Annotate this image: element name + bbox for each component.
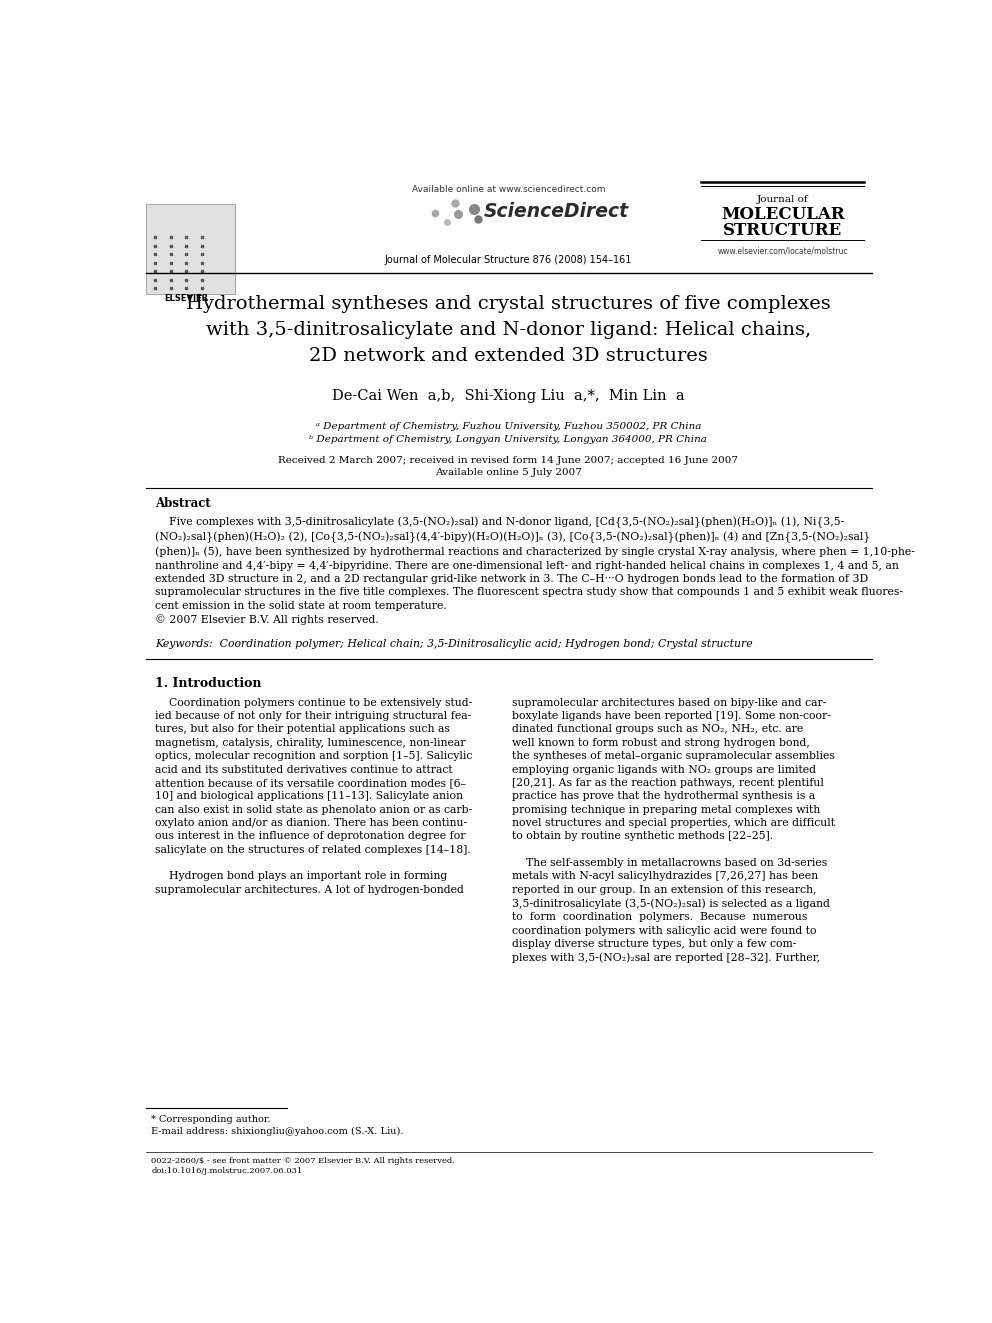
Bar — [146, 204, 235, 294]
Text: Available online 5 July 2007: Available online 5 July 2007 — [434, 467, 582, 476]
Text: Journal of Molecular Structure 876 (2008) 154–161: Journal of Molecular Structure 876 (2008… — [385, 255, 632, 266]
Text: 1. Introduction: 1. Introduction — [155, 677, 262, 691]
Text: supramolecular architectures based on bipy-like and car-
boxylate ligands have b: supramolecular architectures based on bi… — [512, 697, 834, 963]
Text: Abstract: Abstract — [155, 497, 210, 511]
Text: Coordination polymers continue to be extensively stud-
ied because of not only f: Coordination polymers continue to be ext… — [155, 697, 472, 894]
Text: doi:10.1016/j.molstruc.2007.06.031: doi:10.1016/j.molstruc.2007.06.031 — [151, 1167, 303, 1175]
Text: with 3,5-dinitrosalicylate and N-donor ligand: Helical chains,: with 3,5-dinitrosalicylate and N-donor l… — [205, 320, 811, 339]
Text: 0022-2860/$ - see front matter © 2007 Elsevier B.V. All rights reserved.: 0022-2860/$ - see front matter © 2007 El… — [151, 1158, 455, 1166]
Text: * Corresponding author.: * Corresponding author. — [151, 1115, 271, 1125]
Text: E-mail address: shixiongliu@yahoo.com (S.-X. Liu).: E-mail address: shixiongliu@yahoo.com (S… — [151, 1127, 404, 1136]
Text: ᵃ Department of Chemistry, Fuzhou University, Fuzhou 350002, PR China: ᵃ Department of Chemistry, Fuzhou Univer… — [315, 422, 701, 431]
Text: Received 2 March 2007; received in revised form 14 June 2007; accepted 16 June 2: Received 2 March 2007; received in revis… — [279, 456, 738, 466]
Text: De-Cai Wen  a,b,  Shi-Xiong Liu  a,*,  Min Lin  a: De-Cai Wen a,b, Shi-Xiong Liu a,*, Min L… — [332, 389, 684, 404]
Text: Five complexes with 3,5-dinitrosalicylate (3,5-(NO₂)₂sal) and N-donor ligand, [C: Five complexes with 3,5-dinitrosalicylat… — [155, 517, 915, 626]
Text: Journal of: Journal of — [757, 194, 808, 204]
Text: MOLECULAR: MOLECULAR — [721, 206, 844, 224]
Text: Keywords:  Coordination polymer; Helical chain; 3,5-Dinitrosalicylic acid; Hydro: Keywords: Coordination polymer; Helical … — [155, 639, 753, 648]
Text: www.elsevier.com/locate/molstruc: www.elsevier.com/locate/molstruc — [717, 246, 848, 255]
Text: Hydrothermal syntheses and crystal structures of five complexes: Hydrothermal syntheses and crystal struc… — [186, 295, 830, 312]
Text: ScienceDirect: ScienceDirect — [484, 202, 629, 221]
Text: STRUCTURE: STRUCTURE — [723, 222, 842, 239]
Text: ᵇ Department of Chemistry, Longyan University, Longyan 364000, PR China: ᵇ Department of Chemistry, Longyan Unive… — [310, 435, 707, 445]
Text: ELSEVIER: ELSEVIER — [164, 295, 208, 303]
Text: 2D network and extended 3D structures: 2D network and extended 3D structures — [310, 347, 707, 365]
Text: Available online at www.sciencedirect.com: Available online at www.sciencedirect.co… — [412, 185, 605, 194]
